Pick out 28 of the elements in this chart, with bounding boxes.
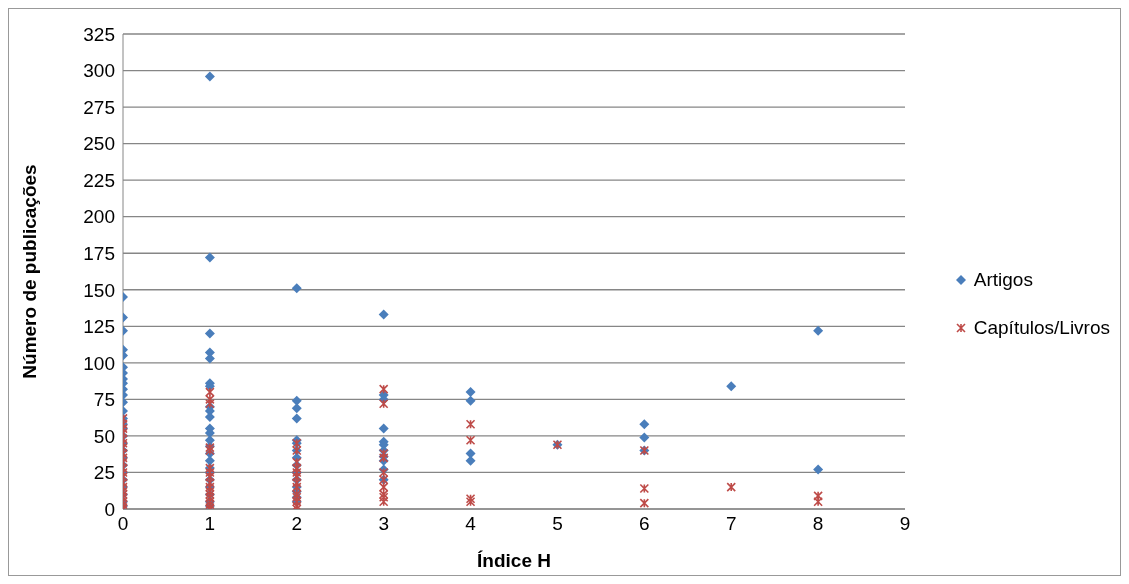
x-tick-label: 9 xyxy=(899,513,911,535)
y-tick-label: 275 xyxy=(83,96,115,118)
y-tick-label: 200 xyxy=(83,206,115,228)
y-tick-label: 150 xyxy=(83,279,115,301)
y-tick-label: 125 xyxy=(83,316,115,338)
y-tick-label: 75 xyxy=(93,389,115,411)
y-tick-label: 0 xyxy=(104,498,115,520)
y-tick-label: 250 xyxy=(83,133,115,155)
y-tick-label: 175 xyxy=(83,242,115,264)
y-tick-label: 300 xyxy=(83,60,115,82)
x-tick-label: 1 xyxy=(204,513,216,535)
y-tick-label: 25 xyxy=(93,462,115,484)
legend-label: Capítulos/Livros xyxy=(973,317,1110,339)
x-tick-label: 8 xyxy=(812,513,824,535)
x-axis-title: Índice H xyxy=(477,550,551,571)
legend-label: Artigos xyxy=(973,269,1033,291)
x-tick-label: 0 xyxy=(117,513,129,535)
x-tick-label: 3 xyxy=(378,513,389,535)
x-tick-label: 4 xyxy=(465,513,477,535)
y-tick-label: 225 xyxy=(83,169,115,191)
x-tick-label: 7 xyxy=(725,513,737,535)
x-tick-label: 6 xyxy=(639,513,650,535)
y-tick-label: 100 xyxy=(83,352,115,374)
x-tick-label: 5 xyxy=(552,513,563,535)
y-tick-label: 325 xyxy=(83,23,115,45)
y-axis-title: Número de publicações xyxy=(18,164,40,379)
x-tick-label: 2 xyxy=(291,513,303,535)
y-tick-label: 50 xyxy=(93,425,115,447)
